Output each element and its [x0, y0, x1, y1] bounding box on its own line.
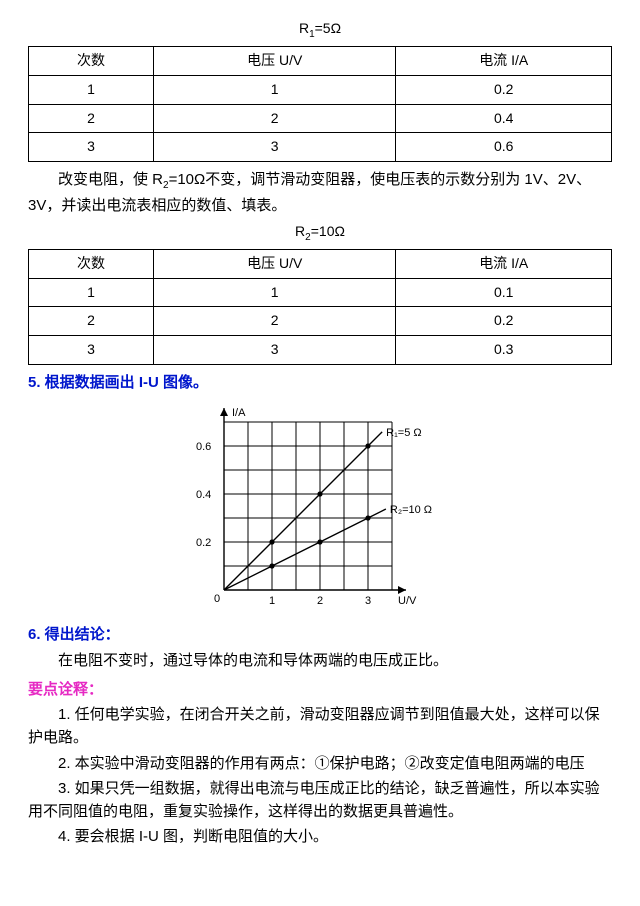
table-row: 110.1	[29, 278, 612, 307]
tip-4: 4. 要会根据 I-U 图，判断电阻值的大小。	[28, 825, 612, 848]
svg-text:I/A: I/A	[232, 407, 246, 419]
table-row: 110.2	[29, 75, 612, 104]
t2-h2: 电流 I/A	[396, 250, 612, 279]
conclusion-text: 在电阻不变时，通过导体的电流和导体两端的电压成正比。	[28, 649, 612, 672]
table2-caption: R2=10Ω	[28, 221, 612, 245]
heading-5: 5. 根据数据画出 I-U 图像。	[28, 371, 612, 394]
tip-1: 1. 任何电学实验，在闭合开关之前，滑动变阻器应调节到阻值最大处，这样可以保护电…	[28, 703, 612, 750]
table1-caption: R1=5Ω	[28, 18, 612, 42]
paragraph-change-r: 改变电阻，使 R2=10Ω不变，调节滑动变阻器，使电压表的示数分别为 1V、2V…	[28, 168, 612, 217]
svg-text:U/V: U/V	[398, 595, 417, 607]
tip-2: 2. 本实验中滑动变阻器的作用有两点：①保护电路；②改变定值电阻两端的电压	[28, 752, 612, 775]
heading-6: 6. 得出结论：	[28, 623, 612, 646]
t1-h2: 电流 I/A	[396, 47, 612, 76]
t1-h1: 电压 U/V	[154, 47, 396, 76]
table-row: 220.2	[29, 307, 612, 336]
svg-text:0.2: 0.2	[196, 537, 211, 549]
tip-3: 3. 如果只凭一组数据，就得出电流与电压成正比的结论，缺乏普遍性，所以本实验用不…	[28, 777, 612, 824]
svg-text:2: 2	[317, 595, 323, 607]
table-r2: 次数 电压 U/V 电流 I/A 110.1 220.2 330.3	[28, 249, 612, 365]
table-row: 220.4	[29, 104, 612, 133]
svg-text:3: 3	[365, 595, 371, 607]
table-row: 330.6	[29, 133, 612, 162]
svg-text:R₂=10 Ω: R₂=10 Ω	[390, 504, 432, 516]
svg-text:0: 0	[214, 593, 220, 605]
heading-tips: 要点诠释：	[28, 678, 612, 701]
svg-text:0.6: 0.6	[196, 441, 211, 453]
svg-text:0.4: 0.4	[196, 489, 211, 501]
svg-text:R₁=5 Ω: R₁=5 Ω	[386, 427, 421, 439]
svg-text:1: 1	[269, 595, 275, 607]
t2-h1: 电压 U/V	[154, 250, 396, 279]
t2-h0: 次数	[29, 250, 154, 279]
table-r1: 次数 电压 U/V 电流 I/A 110.2 220.4 330.6	[28, 46, 612, 162]
table-row: 330.3	[29, 336, 612, 365]
iu-chart: I/A U/V 0 1 2 3 0.2 0.4 0.6 R₁=5 Ω R₂=10 Ω	[28, 400, 612, 617]
t1-h0: 次数	[29, 47, 154, 76]
